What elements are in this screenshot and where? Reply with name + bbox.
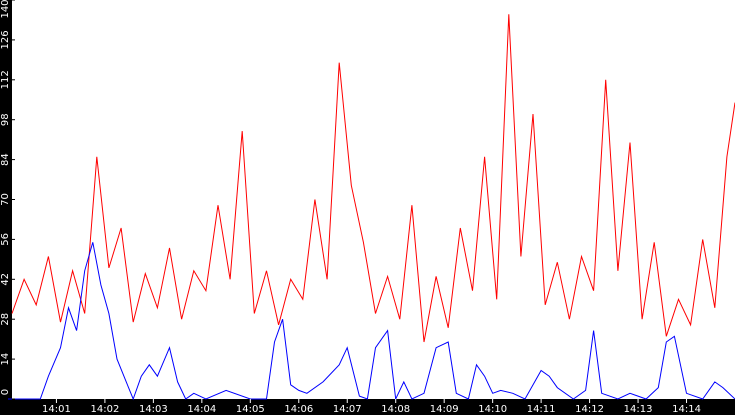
x-tick-label: 14:02 (90, 404, 119, 415)
x-tick-label: 14:07 (333, 404, 362, 415)
x-tick-label: 14:05 (236, 404, 265, 415)
plot-area (12, 0, 735, 399)
x-tick-label: 14:14 (672, 404, 701, 415)
y-tick-label: 126 (0, 30, 11, 49)
y-axis: 0 14 28 42 56 70 84 98 112 126 140 (0, 0, 15, 400)
x-tick-label: 14:04 (187, 404, 216, 415)
series-line-0 (11, 14, 735, 343)
x-tick-label: 14:09 (430, 404, 459, 415)
x-tick-label: 14:03 (139, 404, 168, 415)
y-tick-label: 28 (0, 313, 11, 326)
series-line-1 (8, 242, 735, 401)
y-tick-label: 42 (0, 273, 11, 286)
y-tick-label: 140 (0, 0, 11, 19)
series-layer (8, 14, 735, 401)
y-tick-label: 56 (0, 233, 11, 246)
y-tick-label: 70 (0, 193, 11, 206)
y-tick-label: 112 (0, 70, 11, 89)
y-tick-label: 84 (0, 153, 11, 166)
x-tick-label: 14:11 (527, 404, 556, 415)
x-axis: 14:01 14:02 14:03 14:04 14:05 14:06 14:07 14:08… (42, 399, 701, 415)
x-tick-label: 14:12 (575, 404, 604, 415)
y-tick-label: 14 (0, 353, 11, 366)
x-tick-label: 14:06 (284, 404, 313, 415)
x-tick-label: 14:13 (624, 404, 653, 415)
x-tick-label: 14:10 (478, 404, 507, 415)
y-tick-label: 98 (0, 113, 11, 126)
y-tick-label: 0 (0, 389, 11, 395)
x-tick-label: 14:08 (381, 404, 410, 415)
x-tick-label: 14:01 (42, 404, 71, 415)
